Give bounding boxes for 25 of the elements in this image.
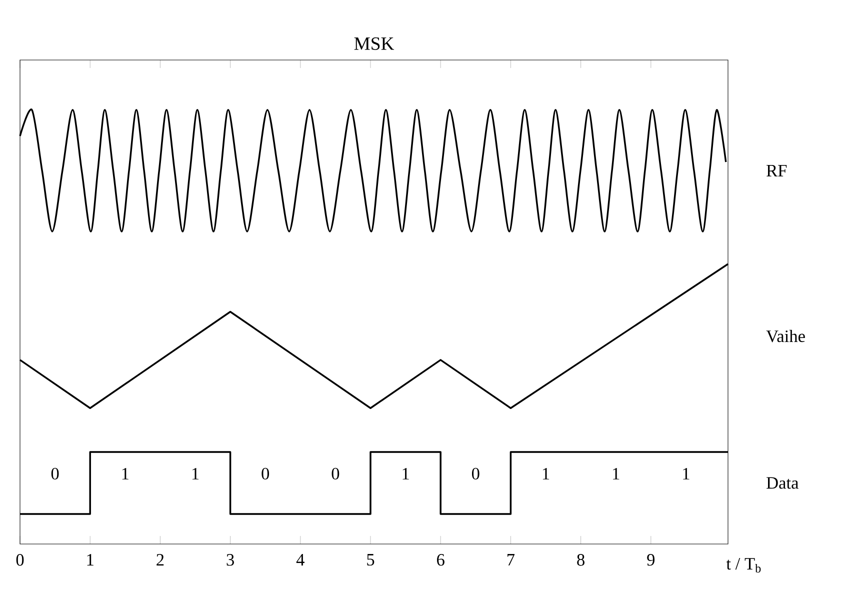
x-tick-label: 0: [16, 554, 24, 566]
x-tick-label: 6: [437, 554, 444, 566]
x-tick-label: 3: [226, 554, 234, 566]
annotation: 1: [192, 468, 199, 480]
x-axis-title: t / T$_{b}$: [726, 558, 761, 572]
text: Vaihe: [766, 330, 805, 342]
x-tick-label: 8: [577, 554, 584, 566]
x-tick-label: 9: [647, 554, 655, 566]
annotation: 1: [122, 468, 128, 480]
x-tick-label: 7: [508, 554, 515, 566]
annotation: 1: [542, 468, 550, 480]
text: Data: [766, 477, 799, 489]
x-tick-label: 1: [87, 554, 94, 566]
chart-title: MSK: [354, 37, 394, 50]
text: RF: [766, 165, 787, 176]
x-tick-label: 4: [296, 554, 304, 566]
annotation: 0: [51, 468, 59, 480]
annotation: 1: [613, 468, 620, 480]
annotation: 1: [683, 468, 690, 480]
x-tick-label: 5: [367, 554, 374, 566]
annotation: 0: [332, 468, 340, 480]
x-tick-label: 2: [156, 554, 164, 566]
annotation: 0: [472, 468, 480, 480]
annotation: 1: [402, 468, 409, 480]
annotation: 0: [262, 468, 270, 480]
